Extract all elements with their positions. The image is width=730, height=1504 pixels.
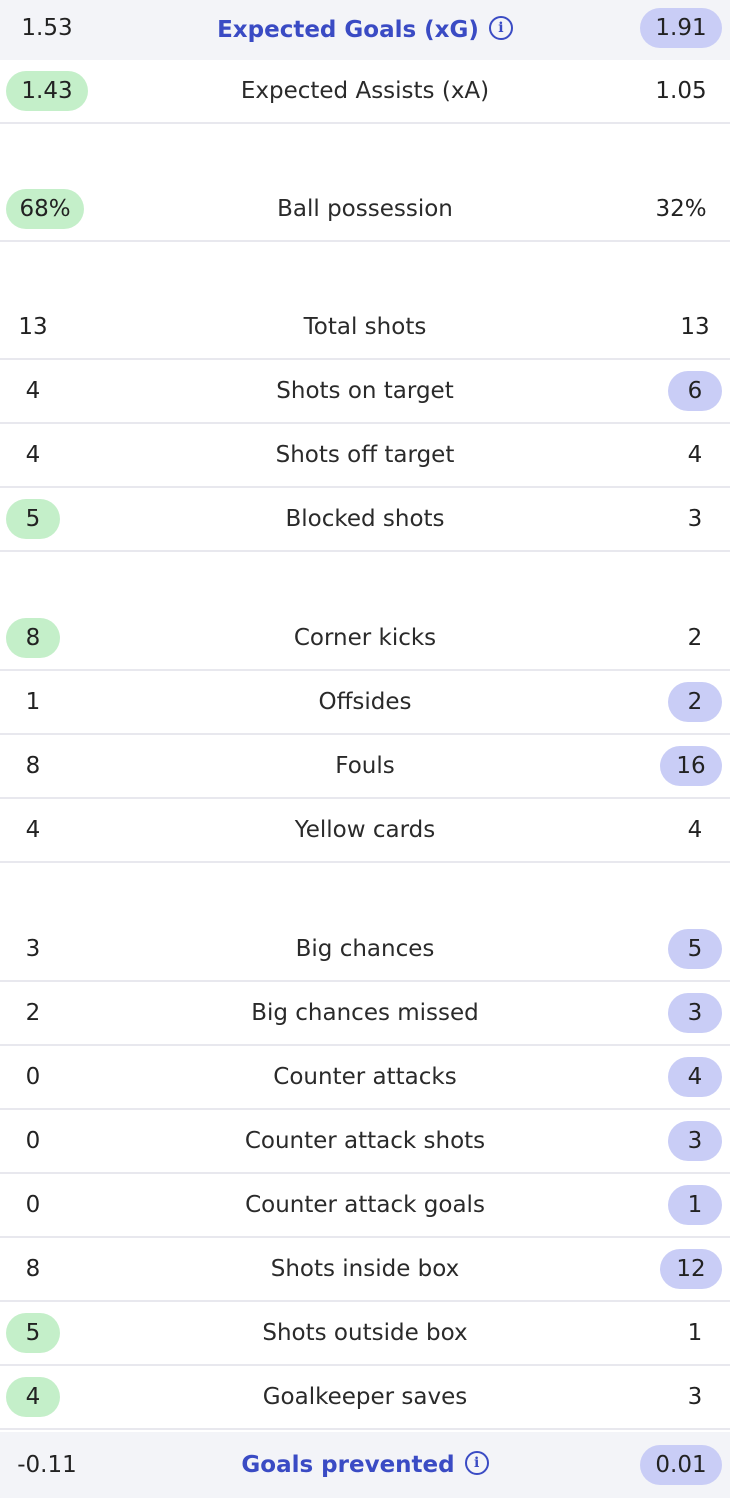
- home-value: 2: [25, 1000, 41, 1026]
- away-value: 3: [668, 1121, 722, 1161]
- stat-label: Ball possession: [277, 196, 453, 222]
- home-value: 1.43: [6, 71, 88, 111]
- stat-row-shots-off-target: Shots off target 4 4: [0, 424, 730, 488]
- stat-row-fouls: Fouls 8 16: [0, 735, 730, 799]
- away-value: 6: [668, 371, 722, 411]
- stat-label: Total shots: [303, 314, 427, 340]
- home-value: 4: [25, 817, 41, 843]
- stat-row-total-shots: Total shots 13 13: [0, 296, 730, 360]
- info-icon[interactable]: i: [488, 15, 513, 40]
- stat-label: Goalkeeper saves: [262, 1384, 468, 1410]
- home-value: 8: [25, 1256, 41, 1282]
- away-value: 16: [660, 746, 722, 786]
- stat-label: Big chances: [295, 936, 435, 962]
- stat-label: Big chances missed: [251, 1000, 479, 1026]
- away-value: 1: [687, 1320, 703, 1346]
- stat-row-expected-goals: Expected Goals (xG) i 1.53 1.91: [0, 0, 730, 60]
- away-value: 3: [687, 1384, 703, 1410]
- away-value: 3: [668, 993, 722, 1033]
- stat-row-big-chances-missed: Big chances missed 2 3: [0, 982, 730, 1046]
- home-value: 5: [6, 499, 60, 539]
- home-value: 0: [25, 1064, 41, 1090]
- stat-row-shots-on-target: Shots on target 4 6: [0, 360, 730, 424]
- away-value: 1.05: [655, 78, 707, 104]
- stat-label: Shots inside box: [270, 1256, 460, 1282]
- home-value: 13: [18, 314, 48, 340]
- away-value: 0.01: [640, 1445, 722, 1485]
- stat-label: Counter attack goals: [245, 1192, 485, 1218]
- stat-label: Goals prevented i: [0, 1432, 730, 1498]
- away-value: 13: [680, 314, 710, 340]
- stat-label: Offsides: [318, 689, 412, 715]
- away-value: 2: [668, 682, 722, 722]
- home-value: 8: [6, 618, 60, 658]
- stat-row-corner-kicks: Corner kicks 8 2: [0, 607, 730, 671]
- stat-label: Corner kicks: [293, 625, 437, 651]
- stat-row-blocked-shots: Blocked shots 5 3: [0, 488, 730, 552]
- stat-label: Counter attack shots: [244, 1128, 486, 1154]
- stat-row-expected-assists: Expected Assists (xA) 1.43 1.05: [0, 60, 730, 124]
- home-value: 1.53: [21, 15, 73, 41]
- away-value: 1.91: [640, 8, 722, 48]
- home-value: 0: [25, 1128, 41, 1154]
- stat-label: Fouls: [335, 753, 395, 779]
- home-value: 4: [25, 378, 41, 404]
- stat-row-counter-attack-goals: Counter attack goals 0 1: [0, 1174, 730, 1238]
- stat-label: Expected Goals (xG) i: [0, 0, 730, 60]
- stat-label-text: Goals prevented: [241, 1452, 455, 1478]
- stat-label: Shots on target: [276, 378, 454, 404]
- stat-label: Yellow cards: [294, 817, 436, 843]
- home-value: 0: [25, 1192, 41, 1218]
- stat-label-text: Expected Goals (xG): [217, 17, 479, 43]
- home-value: 1: [25, 689, 41, 715]
- stat-label: Shots outside box: [262, 1320, 468, 1346]
- away-value: 4: [687, 817, 703, 843]
- stat-row-goals-prevented: Goals prevented i -0.11 0.01: [0, 1432, 730, 1498]
- stat-row-offsides: Offsides 1 2: [0, 671, 730, 735]
- stat-row-ball-possession: Ball possession 68% 32%: [0, 178, 730, 242]
- away-value: 2: [687, 625, 703, 651]
- away-value: 12: [660, 1249, 722, 1289]
- away-value: 4: [687, 442, 703, 468]
- home-value: 68%: [6, 189, 84, 229]
- away-value: 32%: [655, 196, 707, 222]
- home-value: 5: [6, 1313, 60, 1353]
- stat-label: Blocked shots: [285, 506, 445, 532]
- info-icon[interactable]: i: [464, 1450, 489, 1475]
- home-value: 3: [25, 936, 41, 962]
- stat-row-yellow-cards: Yellow cards 4 4: [0, 799, 730, 863]
- stat-row-shots-inside-box: Shots inside box 8 12: [0, 1238, 730, 1302]
- home-value: 4: [25, 442, 41, 468]
- stat-row-counter-attacks: Counter attacks 0 4: [0, 1046, 730, 1110]
- stat-row-shots-outside-box: Shots outside box 5 1: [0, 1302, 730, 1366]
- stat-label: Shots off target: [275, 442, 455, 468]
- away-value: 4: [668, 1057, 722, 1097]
- away-value: 3: [687, 506, 703, 532]
- stat-label: Counter attacks: [273, 1064, 457, 1090]
- home-value: -0.11: [17, 1452, 77, 1478]
- stat-label: Expected Assists (xA): [240, 78, 490, 104]
- home-value: 8: [25, 753, 41, 779]
- home-value: 4: [6, 1377, 60, 1417]
- away-value: 1: [668, 1185, 722, 1225]
- stat-row-counter-attack-shots: Counter attack shots 0 3: [0, 1110, 730, 1174]
- away-value: 5: [668, 929, 722, 969]
- stat-row-big-chances: Big chances 3 5: [0, 918, 730, 982]
- stat-row-goalkeeper-saves: Goalkeeper saves 4 3: [0, 1366, 730, 1430]
